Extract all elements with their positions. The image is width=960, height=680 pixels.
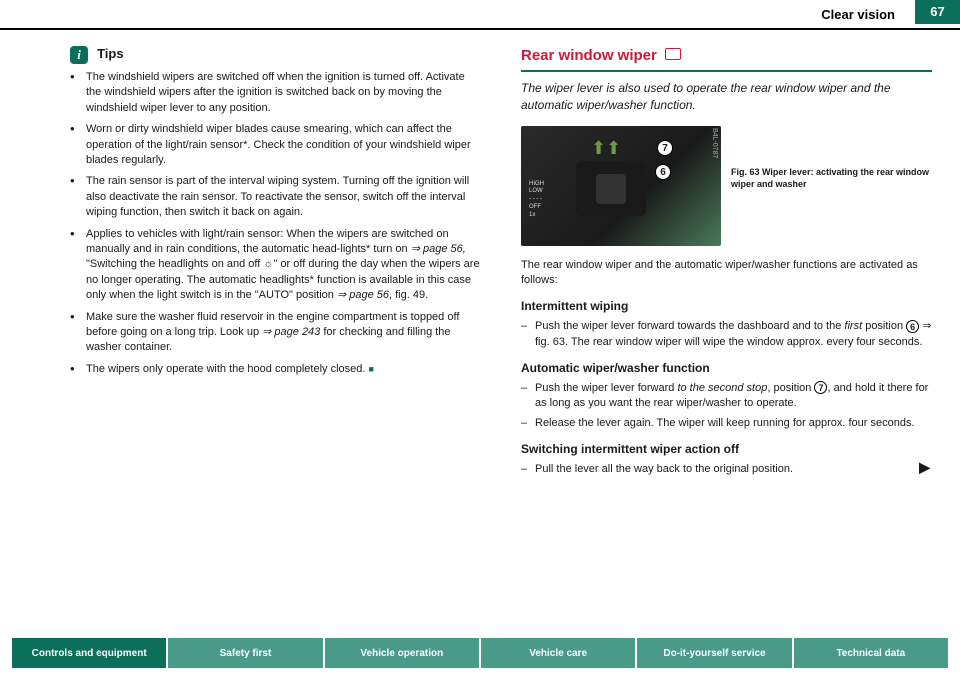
dash-icon: – <box>521 319 535 350</box>
tips-heading: Tips <box>97 46 124 61</box>
dash-icon: – <box>521 381 535 412</box>
figure-labels: HIGHLOW- - - -OFF1x <box>529 181 544 220</box>
bullet-icon: • <box>70 227 86 304</box>
tips-heading-row: i Tips <box>70 45 481 64</box>
text-segment: The wipers only operate with the hood co… <box>86 363 369 375</box>
text-segment: position <box>862 320 906 332</box>
text-segment: , fig. 49. <box>389 289 428 301</box>
footer-nav: Controls and equipment Safety first Vehi… <box>12 638 948 668</box>
tip-text: Applies to vehicles with light/rain sens… <box>86 227 481 304</box>
dash-icon: – <box>521 416 535 431</box>
page-number: 67 <box>915 0 960 24</box>
dash-icon: – <box>521 462 535 477</box>
bullet-icon: • <box>70 122 86 168</box>
section-title: Rear window wiper <box>521 45 932 72</box>
figure-row: B4L-0787 ⬆⬆ 7 6 HIGHLOW- - - -OFF1x Fig.… <box>521 126 932 246</box>
tip-text: Make sure the washer fluid reservoir in … <box>86 310 481 356</box>
text-segment: Applies to vehicles with light/rain sens… <box>86 228 449 255</box>
subheading: Intermittent wiping <box>521 298 932 315</box>
lead-text: The rear window wiper and the automatic … <box>521 258 932 289</box>
callout-7: 7 <box>814 381 827 394</box>
figure-arrow-icon: ⬆⬆ <box>591 136 621 161</box>
figure-caption: Fig. 63 Wiper lever: activating the rear… <box>731 126 932 246</box>
step-text: Push the wiper lever forward towards the… <box>535 319 932 350</box>
section-title-text: Rear window wiper <box>521 47 657 64</box>
info-icon: i <box>70 46 88 64</box>
nav-controls[interactable]: Controls and equipment <box>12 638 166 668</box>
step-item: – Push the wiper lever forward to the se… <box>521 381 932 412</box>
figure-callout-6: 6 <box>655 164 671 180</box>
step-text: Pull the lever all the way back to the o… <box>535 462 932 477</box>
figure-button <box>596 174 626 204</box>
page-ref: ⇒ page 56 <box>337 289 389 301</box>
emphasis: to the second stop <box>677 382 767 394</box>
tip-item: • The rain sensor is part of the interva… <box>70 174 481 220</box>
subheading: Switching intermittent wiper action off <box>521 441 932 458</box>
nav-operation[interactable]: Vehicle operation <box>323 638 479 668</box>
figure-code: B4L-0787 <box>709 128 719 158</box>
bullet-icon: • <box>70 70 86 116</box>
bullet-icon: • <box>70 310 86 356</box>
tip-item: • The wipers only operate with the hood … <box>70 362 481 377</box>
tip-text: The rain sensor is part of the interval … <box>86 174 481 220</box>
tip-item: • Applies to vehicles with light/rain se… <box>70 227 481 304</box>
tip-text: The wipers only operate with the hood co… <box>86 362 481 377</box>
text-segment: Push the wiper lever forward towards the… <box>535 320 844 332</box>
section-intro: The wiper lever is also used to operate … <box>521 80 932 114</box>
step-item: – Pull the lever all the way back to the… <box>521 462 932 477</box>
nav-care[interactable]: Vehicle care <box>479 638 635 668</box>
step-text: Push the wiper lever forward to the seco… <box>535 381 932 412</box>
text-segment: . The rear window wiper will wipe the wi… <box>565 336 922 348</box>
step-item: – Push the wiper lever forward towards t… <box>521 319 932 350</box>
step-item: – Release the lever again. The wiper wil… <box>521 416 932 431</box>
continue-arrow-icon: ▶ <box>919 458 930 478</box>
tip-item: • The windshield wipers are switched off… <box>70 70 481 116</box>
tip-text: The windshield wipers are switched off w… <box>86 70 481 116</box>
nav-technical[interactable]: Technical data <box>792 638 948 668</box>
step-text: Release the lever again. The wiper will … <box>535 416 932 431</box>
page-ref: ⇒ page 243 <box>262 326 320 338</box>
bullet-icon: • <box>70 174 86 220</box>
right-column: Rear window wiper The wiper lever is als… <box>521 45 932 477</box>
page-ref: ⇒ page 56, <box>411 243 466 255</box>
nav-safety[interactable]: Safety first <box>166 638 322 668</box>
figure-callout-7: 7 <box>657 140 673 156</box>
tip-item: • Make sure the washer fluid reservoir i… <box>70 310 481 356</box>
emphasis: first <box>844 320 862 332</box>
callout-6: 6 <box>906 320 919 333</box>
subheading: Automatic wiper/washer function <box>521 360 932 377</box>
tip-text: Worn or dirty windshield wiper blades ca… <box>86 122 481 168</box>
text-segment: Push the wiper lever forward <box>535 382 677 394</box>
content-columns: i Tips • The windshield wipers are switc… <box>70 45 932 477</box>
page-header: Clear vision 67 <box>0 0 960 30</box>
rear-window-icon <box>665 48 681 60</box>
left-column: i Tips • The windshield wipers are switc… <box>70 45 481 477</box>
figure-image: B4L-0787 ⬆⬆ 7 6 HIGHLOW- - - -OFF1x <box>521 126 721 246</box>
tip-item: • Worn or dirty windshield wiper blades … <box>70 122 481 168</box>
bullet-icon: • <box>70 362 86 377</box>
header-section-title: Clear vision <box>821 7 895 22</box>
nav-diy[interactable]: Do-it-yourself service <box>635 638 791 668</box>
text-segment: , position <box>767 382 814 394</box>
end-square-icon: ■ <box>369 364 374 374</box>
